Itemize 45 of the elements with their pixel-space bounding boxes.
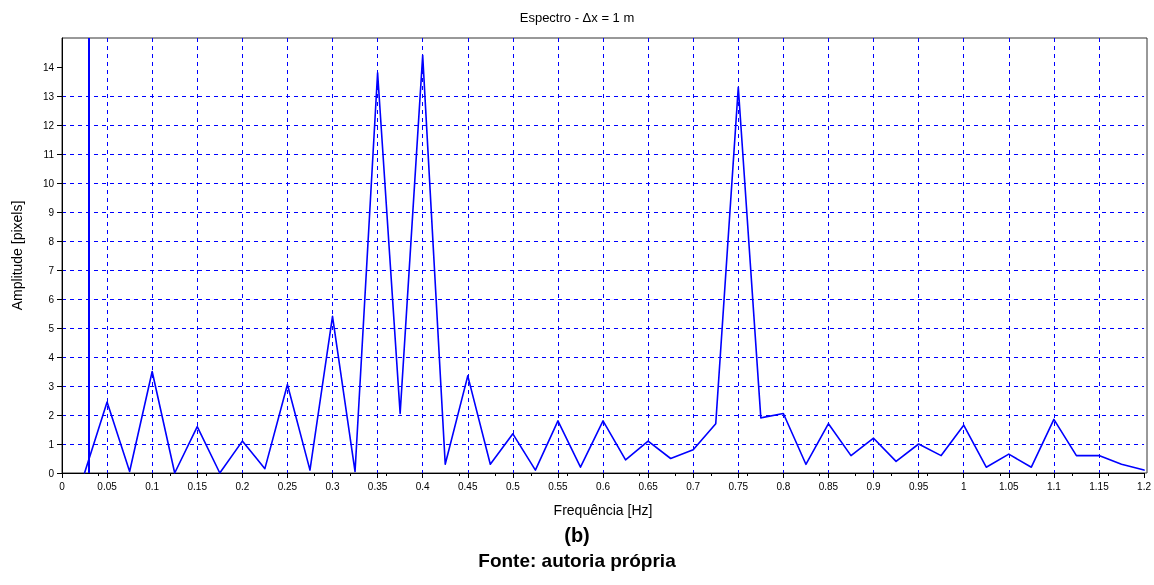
x-tick-label: 0.6 (596, 480, 611, 492)
x-tick-label: 0.45 (458, 480, 478, 492)
source-note: Fonte: autoria própria (478, 550, 677, 571)
y-tick-label: 9 (48, 206, 55, 218)
y-tick-label: 14 (42, 61, 55, 73)
x-tick-label: 0.8 (776, 480, 791, 492)
y-tick-label: 4 (48, 351, 55, 363)
x-tick-label: 1.1 (1046, 480, 1062, 492)
x-tick-label: 0.25 (277, 480, 298, 492)
chart-title: Espectro - Δx = 1 m (519, 10, 635, 25)
y-tick-label: 11 (43, 148, 55, 160)
y-tick-label: 3 (48, 380, 55, 392)
x-tick-label: 0.7 (686, 480, 701, 492)
x-tick-label: 0.3 (325, 480, 340, 492)
x-tick-label: 0.5 (505, 480, 521, 492)
y-tick-label: 7 (48, 264, 55, 276)
y-tick-label: 10 (42, 177, 55, 189)
y-tick-label: 1 (48, 438, 55, 450)
y-tick-label: 6 (48, 293, 55, 305)
x-tick-label: 0.05 (97, 480, 118, 492)
text: (b) (564, 524, 590, 546)
x-tick-label: 0.85 (818, 480, 839, 492)
y-tick-label: 0 (48, 467, 55, 479)
x-tick-label: 0.35 (367, 480, 388, 492)
y-tick-label: 5 (48, 322, 55, 334)
x-tick-label: 0.1 (145, 480, 160, 492)
x-tick-label: 0.15 (187, 480, 208, 492)
x-tick-label: 1 (960, 480, 967, 492)
y-tick-label: 13 (42, 90, 55, 102)
y-axis-title: Amplitude [pixels] (9, 200, 25, 311)
x-tick-label: 1.05 (999, 480, 1019, 492)
x-tick-label: 0.65 (638, 480, 659, 492)
x-tick-label: 1.15 (1089, 480, 1110, 492)
x-axis-title: Frequência [Hz] (553, 502, 653, 518)
x-tick-label: 0.2 (235, 480, 250, 492)
x-tick-label: 1.2 (1137, 480, 1152, 492)
x-tick-label: 0.55 (548, 480, 569, 492)
x-tick-label: 0.9 (866, 480, 881, 492)
x-tick-label: 0.4 (415, 480, 431, 492)
y-tick-label: 12 (42, 119, 55, 131)
x-tick-label: 0.95 (908, 480, 929, 492)
y-tick-label: 8 (48, 235, 55, 247)
y-tick-label: 2 (48, 409, 55, 421)
x-tick-label: 0.75 (728, 480, 749, 492)
x-tick-label: 0 (59, 480, 66, 492)
